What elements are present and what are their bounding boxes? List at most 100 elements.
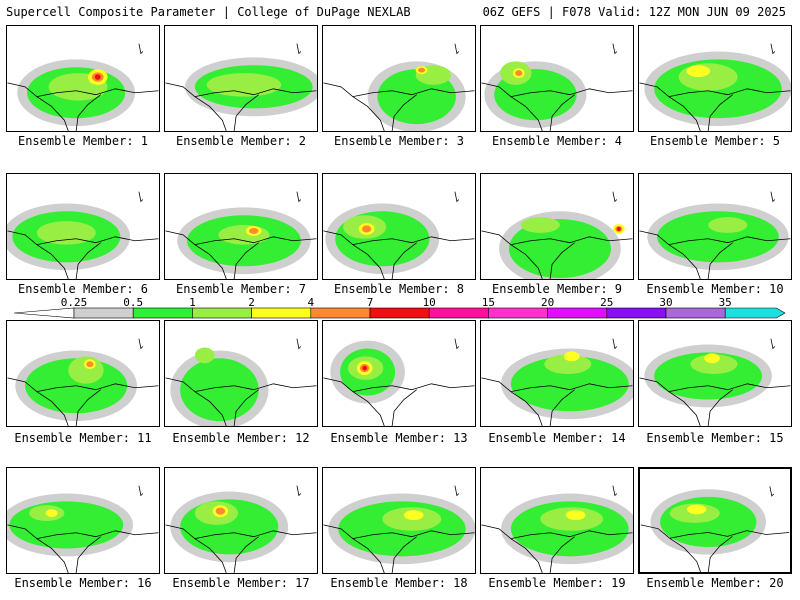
border-line xyxy=(7,230,69,279)
spc-map xyxy=(165,191,317,279)
ensemble-panel-15[interactable] xyxy=(638,320,792,427)
contour-green xyxy=(510,356,629,412)
border-line xyxy=(323,377,385,426)
ensemble-member-label: Ensemble Member: 14 xyxy=(488,431,626,445)
ensemble-panel-17[interactable] xyxy=(164,467,318,574)
ensemble-member-label: Ensemble Member: 13 xyxy=(330,431,468,445)
coastline-south xyxy=(707,242,733,279)
coastline-south xyxy=(75,389,101,426)
island-line xyxy=(770,43,776,55)
coastline xyxy=(352,383,475,393)
ensemble-member-label: Ensemble Member: 2 xyxy=(175,134,307,148)
scale-tick-label: 35 xyxy=(718,296,732,309)
ensemble-panel-10[interactable] xyxy=(638,173,792,280)
coastline-south xyxy=(707,389,733,426)
ensemble-panel-6[interactable] xyxy=(6,173,160,280)
ensemble-panel-20[interactable] xyxy=(638,467,792,574)
ensemble-panel-16[interactable] xyxy=(6,467,160,574)
ensemble-panel-13[interactable] xyxy=(322,320,476,427)
ensemble-panel-19[interactable] xyxy=(480,467,634,574)
contour-lightgreen xyxy=(520,217,560,233)
island-line xyxy=(770,338,776,350)
coastline xyxy=(36,88,159,98)
scale-segment xyxy=(724,307,786,319)
coastline xyxy=(510,383,633,393)
contour-yellow xyxy=(704,353,720,364)
contour-yellow xyxy=(563,351,580,362)
contour-yellow xyxy=(565,510,586,521)
coastline xyxy=(352,236,475,246)
island-line xyxy=(612,191,618,203)
scale-tick-label: 10 xyxy=(422,296,436,309)
border-line xyxy=(323,524,385,573)
ensemble-panel-11[interactable] xyxy=(6,320,160,427)
scale-segment xyxy=(251,307,312,319)
coastline-south xyxy=(391,242,417,279)
coastline xyxy=(194,88,317,98)
scale-tick-label: 2 xyxy=(248,296,255,309)
spc-map xyxy=(165,338,317,426)
ensemble-panel-8[interactable] xyxy=(322,173,476,280)
ensemble-member-label: Ensemble Member: 16 xyxy=(14,576,152,590)
spc-map xyxy=(481,338,633,426)
scale-tick-label: 0.5 xyxy=(123,296,144,309)
contour-yellow xyxy=(687,504,707,515)
coastline-south xyxy=(75,242,101,279)
contour-orange xyxy=(86,361,94,368)
scale-segment xyxy=(310,307,371,319)
coastline xyxy=(36,530,159,540)
ensemble-member-label: Ensemble Member: 18 xyxy=(330,576,468,590)
scale-segment xyxy=(428,307,489,319)
scale-labels: 0.25 0.5 1 2 4 7 10 15 20 25 30 35 xyxy=(0,296,800,310)
ensemble-panel-12[interactable] xyxy=(164,320,318,427)
ensemble-panel-9[interactable] xyxy=(480,173,634,280)
contour-orange xyxy=(361,225,372,233)
coastline-south xyxy=(233,94,259,131)
ensemble-panel-5[interactable] xyxy=(638,25,792,132)
ensemble-panel-18[interactable] xyxy=(322,467,476,574)
island-line xyxy=(454,338,460,350)
coastline xyxy=(352,530,475,540)
ensemble-member-label: Ensemble Member: 17 xyxy=(172,576,310,590)
border-line xyxy=(7,524,69,573)
ensemble-panel-1[interactable] xyxy=(6,25,160,132)
coastline-south xyxy=(233,536,259,573)
ensemble-panel-2[interactable] xyxy=(164,25,318,132)
scale-segment xyxy=(665,307,726,319)
coastline-south xyxy=(75,536,101,573)
scale-tick-label: 25 xyxy=(600,296,614,309)
contour-red xyxy=(94,74,101,80)
ensemble-member-label: Ensemble Member: 9 xyxy=(491,282,623,296)
coastline xyxy=(510,88,633,98)
border-line xyxy=(639,377,701,426)
run-valid-time: 06Z GEFS | F078 Valid: 12Z MON JUN 09 20… xyxy=(482,5,786,19)
ensemble-member-label: Ensemble Member: 4 xyxy=(491,134,623,148)
spc-map xyxy=(165,485,317,573)
scale-segment xyxy=(132,307,193,319)
coastline-south xyxy=(549,389,575,426)
ensemble-member-label: Ensemble Member: 11 xyxy=(14,431,152,445)
contour-lightgreen xyxy=(690,354,738,374)
coastline-south xyxy=(707,536,733,572)
coastline xyxy=(194,530,317,540)
border-line xyxy=(481,524,543,573)
spc-map xyxy=(639,338,791,426)
coastline xyxy=(510,236,633,246)
ensemble-panel-4[interactable] xyxy=(480,25,634,132)
contour-orange xyxy=(215,507,226,515)
ensemble-member-label: Ensemble Member: 19 xyxy=(488,576,626,590)
coastline-south xyxy=(549,536,575,573)
ensemble-panel-7[interactable] xyxy=(164,173,318,280)
spc-map xyxy=(165,43,317,131)
ensemble-member-label: Ensemble Member: 6 xyxy=(17,282,149,296)
spc-map xyxy=(7,43,159,131)
contour-lightgreen xyxy=(218,225,270,245)
scale-segment xyxy=(192,307,252,319)
contour-lightgreen xyxy=(68,356,104,384)
ensemble-panel-14[interactable] xyxy=(480,320,634,427)
spc-map xyxy=(639,191,791,279)
color-scale-bar xyxy=(13,307,786,319)
ensemble-panel-3[interactable] xyxy=(322,25,476,132)
border-line xyxy=(7,82,69,131)
ensemble-member-label: Ensemble Member: 3 xyxy=(333,134,465,148)
